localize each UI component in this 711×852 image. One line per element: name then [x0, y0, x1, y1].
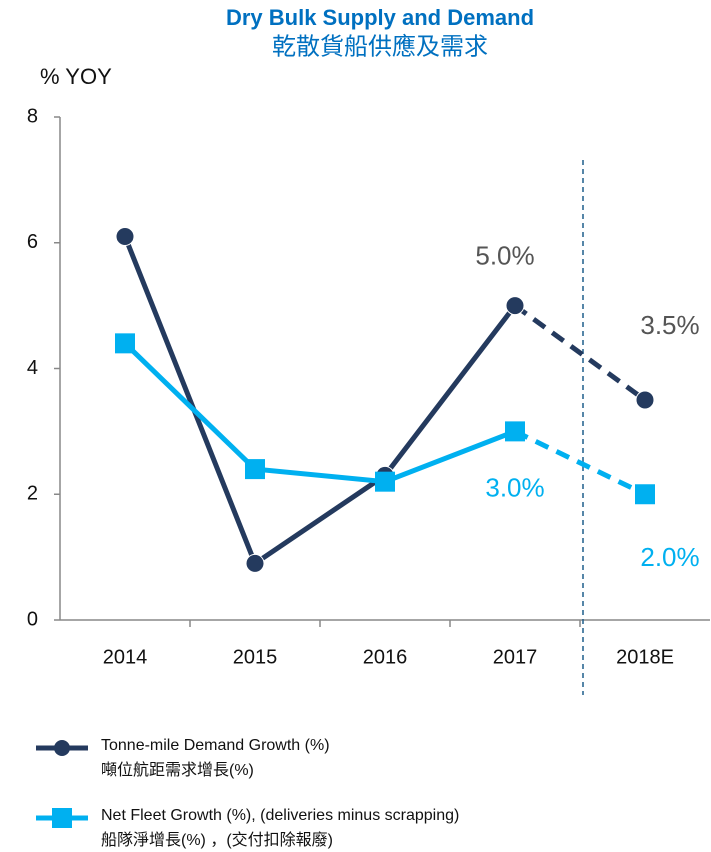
x-tick-label: 2014: [103, 646, 148, 668]
data-label: 3.0%: [485, 472, 544, 502]
series-line: [122, 235, 517, 568]
x-tick-label: 2016: [363, 646, 408, 668]
point: [115, 226, 135, 246]
legend-label: Tonne-mile Demand Growth (%): [101, 737, 330, 754]
legend-label: Net Fleet Growth (%), (deliveries minus …: [101, 807, 459, 824]
y-tick-label: 6: [27, 231, 38, 253]
data-label: 5.0%: [475, 241, 534, 271]
chart-subtitle: 乾散貨船供應及需求: [272, 33, 488, 60]
series-line: [123, 341, 516, 485]
chart-title: Dry Bulk Supply and Demand: [226, 5, 534, 30]
x-tick-label: 2018E: [616, 646, 674, 668]
point: [115, 333, 135, 354]
y-axis-label: % YOY: [40, 64, 112, 89]
data-label: 3.5%: [640, 310, 699, 340]
point: [245, 553, 265, 573]
point: [505, 421, 525, 442]
y-tick-label: 0: [27, 608, 38, 630]
point: [245, 459, 265, 480]
x-tick-label: 2017: [493, 646, 538, 668]
data-label: 2.0%: [640, 542, 699, 572]
x-tick-label: 2015: [233, 646, 278, 668]
series-line: [513, 429, 647, 497]
legend-label-zh: 噸位航距需求增長(%): [101, 761, 254, 779]
legend-label-zh: 船隊淨增長(%) ，(交付扣除報廢): [101, 830, 333, 849]
point: [375, 471, 395, 492]
y-tick-label: 8: [27, 105, 38, 127]
y-tick-label: 2: [27, 483, 38, 505]
legend-marker: [52, 808, 72, 828]
y-tick-label: 4: [27, 357, 38, 379]
point: [635, 484, 655, 505]
point: [505, 296, 525, 316]
series-line: [513, 303, 647, 402]
legend-marker: [54, 740, 70, 756]
point: [635, 390, 655, 410]
